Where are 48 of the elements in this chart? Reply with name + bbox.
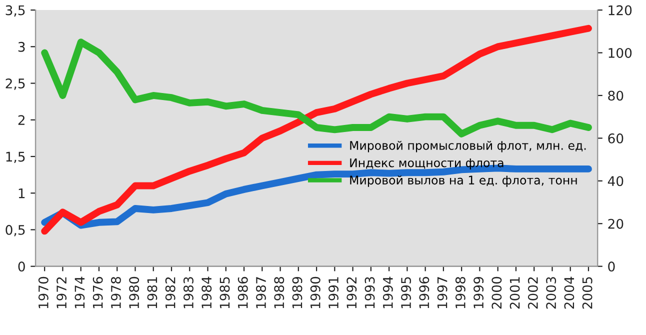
x-tick-label: 1995 [401,277,412,308]
x-tick-label: 1996 [419,276,430,308]
x-tick-label: 1982 [165,277,176,308]
x-tick-label: 1992 [346,277,357,308]
x-tick-label: 1993 [364,277,375,308]
y-tick-label: 1,5 [6,152,25,164]
x-tick-label: 1981 [147,277,158,308]
x-tick-label: 1988 [274,276,284,308]
x-tick-label: 1998 [455,276,466,308]
y2-tick-label: 120 [608,5,632,16]
y-tick-label: 1 [18,188,25,198]
x-tick-label: 1972 [56,277,67,308]
legend-label: Мировой вылов на 1 ед. флота, тонн [350,175,577,187]
y2-tick-label: 100 [608,48,632,58]
y2-tick-label: 20 [608,218,624,229]
x-tick-label: 2000 [492,276,502,309]
x-tick-label: 1999 [474,276,484,308]
x-tick-label: 2004 [564,276,574,309]
y2-tick-label: 80 [608,90,624,101]
y-tick-label: 0,5 [6,224,25,236]
y-tick-label: 3 [18,42,25,52]
x-tick-label: 1991 [328,277,338,308]
x-tick-label: 1990 [310,276,320,308]
x-tick-label: 1976 [92,276,103,308]
legend-label: Мировой промысловый флот, млн. ед. [350,140,586,152]
y-tick-label: 2 [18,115,24,125]
x-tick-label: 1987 [256,277,266,308]
x-tick-label: 1970 [38,276,48,308]
x-tick-label: 1986 [238,276,248,308]
x-tick-label: 1980 [129,276,140,308]
x-tick-label: 2001 [510,277,520,309]
y-tick-label: 0 [18,262,25,272]
y-tick-label: 2,5 [6,78,25,90]
x-tick-label: 1974 [74,276,85,308]
x-tick-label: 1985 [220,277,230,308]
x-tick-label: 1994 [382,276,393,308]
x-tick-label: 1997 [437,277,448,308]
x-tick-label: 1989 [292,276,302,308]
x-tick-label: 2002 [528,277,538,309]
x-tick-label: 2005 [582,277,592,309]
y-tick-label: 3,5 [6,5,25,17]
y2-tick-label: 40 [608,176,624,186]
y2-tick-label: 0 [608,262,615,272]
y2-tick-label: 60 [608,133,624,144]
x-tick-label: 1983 [183,277,194,308]
x-tick-label: 2003 [546,277,556,309]
x-tick-label: 1984 [202,276,212,308]
x-tick-label: 1978 [110,276,121,308]
